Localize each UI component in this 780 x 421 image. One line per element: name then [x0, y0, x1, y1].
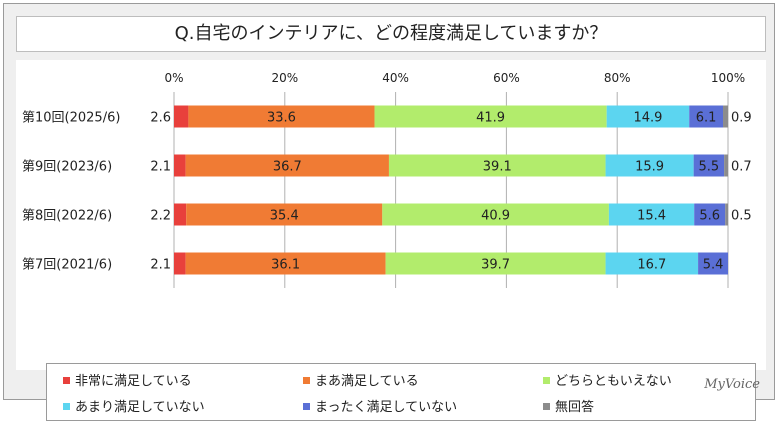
data-label-2-2: 40.9: [481, 209, 510, 224]
bar-segment-4-3: [698, 252, 728, 275]
data-label-3-1: 15.9: [635, 160, 664, 175]
bar-segment-1-2: [186, 203, 383, 226]
bar-segment-1-1: [185, 154, 389, 177]
data-label-5-0: 0.9: [731, 111, 752, 126]
x-tick-label-4: 80%: [604, 71, 631, 85]
data-label-2-0: 41.9: [476, 111, 505, 126]
data-label-2-3: 39.7: [481, 258, 510, 273]
bar-segment-3-1: [605, 154, 694, 177]
data-label-1-0: 33.6: [267, 111, 296, 126]
category-label-1: 第9回(2023/6): [22, 160, 112, 175]
legend-swatch-0: [63, 377, 70, 384]
legend-label-0: 非常に満足している: [75, 374, 192, 389]
bar-segment-0-2: [174, 203, 187, 226]
category-label-0: 第10回(2025/6): [22, 111, 120, 126]
bar-segment-5-1: [724, 154, 728, 177]
data-label-0-3: 2.1: [150, 258, 171, 273]
category-label-2: 第8回(2022/6): [22, 209, 112, 224]
legend-item-3: あまり満足していない: [63, 396, 205, 415]
legend-item-5: 無回答: [543, 396, 594, 415]
data-label-1-3: 36.1: [271, 258, 300, 273]
bar-segment-4-0: [689, 105, 724, 128]
legend-item-1: まあ満足している: [303, 370, 419, 389]
bar-segment-3-2: [608, 203, 695, 226]
bar-segment-0-1: [174, 154, 186, 177]
chart-title: Q.自宅のインテリアに、どの程度満足していますか？: [16, 16, 766, 52]
data-label-3-0: 14.9: [633, 111, 662, 126]
legend-swatch-1: [303, 377, 310, 384]
data-label-3-3: 16.7: [637, 258, 666, 273]
bar-segment-4-2: [694, 203, 726, 226]
legend-item-4: まったく満足していない: [303, 396, 457, 415]
bar-segment-0-0: [174, 105, 189, 128]
x-tick-label-0: 0%: [164, 71, 183, 85]
legend-label-2: どちらともいえない: [555, 374, 672, 389]
legend-swatch-5: [543, 403, 550, 410]
data-label-4-3: 5.4: [703, 258, 724, 273]
data-label-1-1: 36.7: [273, 160, 302, 175]
bar-segment-3-3: [605, 252, 699, 275]
data-label-4-1: 5.5: [699, 160, 720, 175]
chart-frame: Q.自宅のインテリアに、どの程度満足していますか？ 0% 20% 40% 60% 80%…: [3, 3, 775, 421]
data-label-5-2: 0.5: [731, 209, 752, 224]
x-tick-label-2: 40%: [382, 71, 409, 85]
bar-segment-0-3: [174, 252, 186, 275]
legend-swatch-2: [543, 377, 550, 384]
bar-segment-2-0: [374, 105, 607, 128]
x-tick-label-3: 60%: [493, 71, 520, 85]
data-label-4-0: 6.1: [696, 111, 717, 126]
bar-segment-2-1: [388, 154, 606, 177]
legend-label-5: 無回答: [555, 400, 595, 415]
legend-item-2: どちらともいえない: [543, 370, 672, 389]
brand-logo: MyVoice: [704, 377, 760, 392]
bar-segment-5-2: [725, 203, 728, 226]
bar-segment-3-0: [606, 105, 690, 128]
legend-swatch-4: [303, 403, 310, 410]
data-label-0-1: 2.1: [150, 160, 171, 175]
data-label-4-2: 5.6: [699, 209, 720, 224]
x-tick-label-1: 20%: [271, 71, 298, 85]
category-label-3: 第7回(2021/6): [22, 258, 112, 273]
bar-segment-1-3: [185, 252, 386, 275]
bar-segment-1-0: [188, 105, 375, 128]
bar-segment-2-3: [385, 252, 606, 275]
x-tick-label-5: 100%: [711, 71, 745, 85]
legend-label-4: まったく満足していない: [315, 400, 458, 415]
data-label-0-2: 2.2: [150, 209, 171, 224]
bar-segment-5-0: [723, 105, 728, 128]
legend-swatch-3: [63, 403, 70, 410]
legend-item-0: 非常に満足している: [63, 370, 192, 389]
bar-segment-2-2: [382, 203, 609, 226]
bar-segment-4-1: [693, 154, 725, 177]
chart-plot: 0% 20% 40% 60% 80% 100% 第10回(2025/6) 2.6 33.6 41.…: [22, 71, 752, 288]
legend-label-3: あまり満足していない: [75, 400, 205, 415]
data-label-1-2: 35.4: [270, 209, 299, 224]
legend-label-1: まあ満足している: [315, 374, 419, 389]
data-label-0-0: 2.6: [150, 111, 171, 126]
data-label-2-1: 39.1: [483, 160, 512, 175]
chart-panel: 0% 20% 40% 60% 80% 100% 第10回(2025/6) 2.6 33.6 41.…: [16, 60, 766, 421]
chart-legend: 非常に満足している まあ満足している どちらともいえないあまり満足していない まったく…: [46, 363, 756, 421]
data-label-3-2: 15.4: [637, 209, 666, 224]
data-label-5-1: 0.7: [731, 160, 752, 175]
